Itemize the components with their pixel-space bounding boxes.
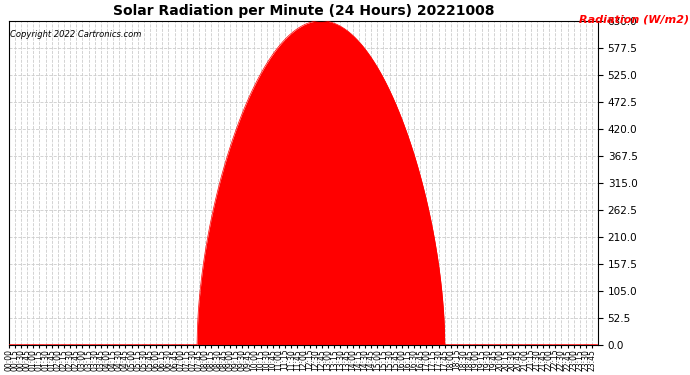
Text: Radiation (W/m2): Radiation (W/m2): [579, 15, 689, 25]
Text: Copyright 2022 Cartronics.com: Copyright 2022 Cartronics.com: [10, 30, 141, 39]
Title: Solar Radiation per Minute (24 Hours) 20221008: Solar Radiation per Minute (24 Hours) 20…: [112, 4, 494, 18]
